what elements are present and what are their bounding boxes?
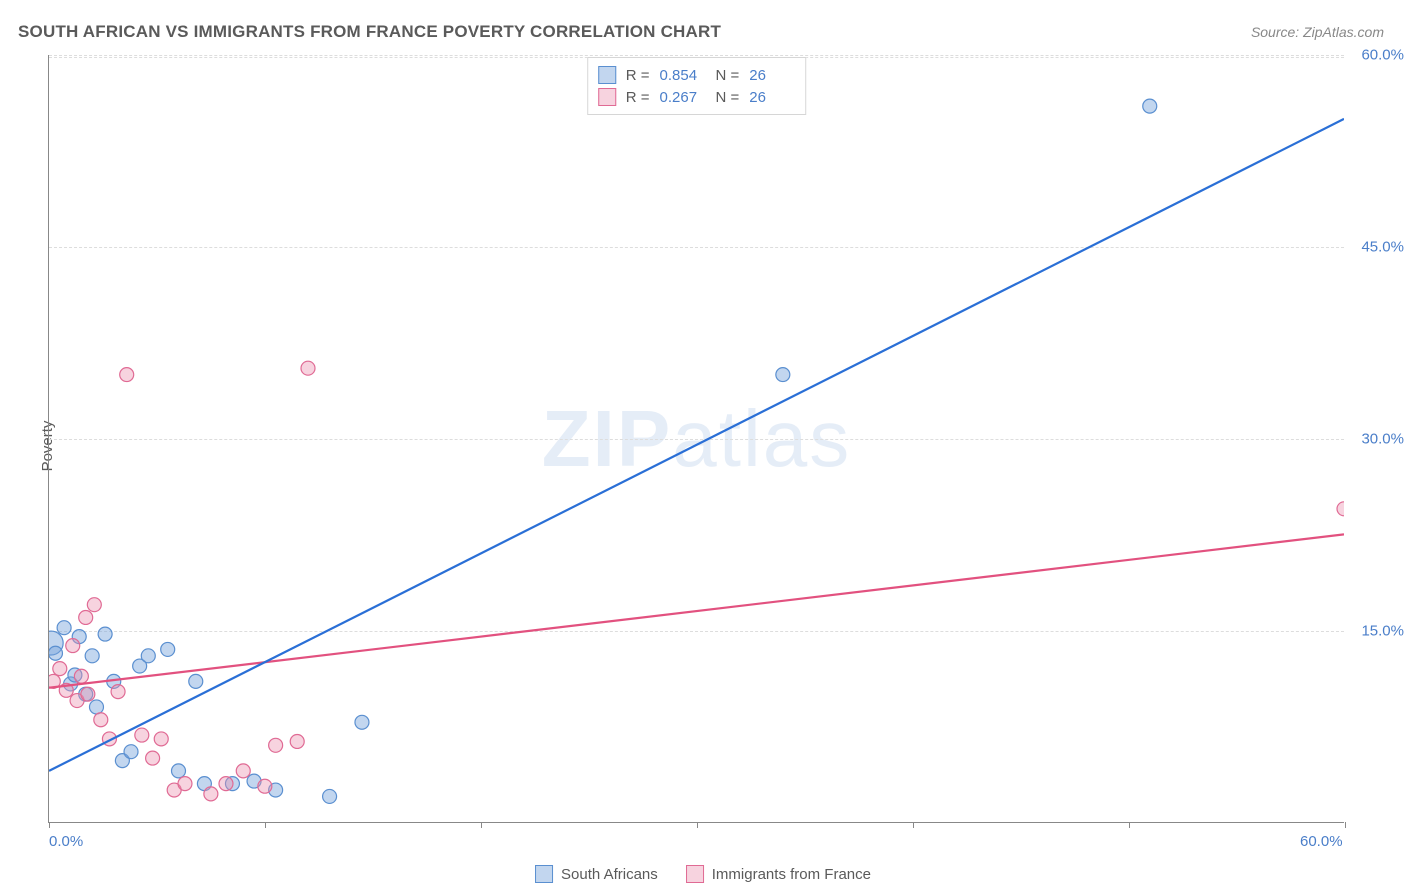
data-point [225, 777, 239, 791]
data-point [204, 787, 218, 801]
legend-r-label: R = [626, 67, 650, 84]
data-point [81, 687, 95, 701]
grid-line [49, 247, 1344, 248]
data-point [49, 674, 60, 688]
x-tick [265, 822, 266, 828]
legend-n-value: 26 [749, 67, 795, 84]
data-point [1143, 99, 1157, 113]
data-point [98, 627, 112, 641]
data-point [290, 734, 304, 748]
data-point [89, 700, 103, 714]
data-point [189, 674, 203, 688]
data-point [70, 694, 84, 708]
y-tick-label: 15.0% [1349, 623, 1404, 640]
legend-swatch [598, 66, 616, 84]
data-point [79, 610, 93, 624]
data-point [64, 677, 78, 691]
legend-r-value: 0.854 [660, 67, 706, 84]
data-point [53, 662, 67, 676]
data-point [197, 777, 211, 791]
legend-r-label: R = [626, 89, 650, 106]
x-tick [697, 822, 698, 828]
data-point [66, 639, 80, 653]
data-point [161, 642, 175, 656]
x-tick [49, 822, 50, 828]
legend-row: R = 0.267 N = 26 [598, 86, 796, 108]
data-point [57, 621, 71, 635]
data-point [172, 764, 186, 778]
series-legend: South Africans Immigrants from France [535, 865, 871, 883]
data-point [133, 659, 147, 673]
y-tick-label: 45.0% [1349, 239, 1404, 256]
data-point [111, 685, 125, 699]
data-point [120, 368, 134, 382]
y-tick-label: 30.0% [1349, 431, 1404, 448]
data-point [87, 598, 101, 612]
data-point [776, 368, 790, 382]
grid-line [49, 55, 1344, 56]
data-point [102, 732, 116, 746]
grid-line [49, 439, 1344, 440]
data-point [258, 779, 272, 793]
data-point [301, 361, 315, 375]
legend-n-label: N = [716, 67, 740, 84]
data-point [247, 774, 261, 788]
data-point [107, 674, 121, 688]
data-point [74, 669, 88, 683]
legend-swatch [598, 88, 616, 106]
correlation-legend: R = 0.854 N = 26 R = 0.267 N = 26 [587, 57, 807, 115]
data-point [167, 783, 181, 797]
data-point [1337, 502, 1344, 516]
x-tick [1345, 822, 1346, 828]
legend-n-label: N = [716, 89, 740, 106]
data-point [49, 646, 62, 660]
plot-area: ZIPatlas 15.0%30.0%45.0%60.0%0.0%60.0% R… [48, 55, 1344, 823]
data-point [135, 728, 149, 742]
legend-r-value: 0.267 [660, 89, 706, 106]
data-point [355, 715, 369, 729]
x-tick [1129, 822, 1130, 828]
x-tick [913, 822, 914, 828]
trend-line [49, 534, 1344, 687]
data-point [178, 777, 192, 791]
data-point [146, 751, 160, 765]
data-point [124, 745, 138, 759]
data-point [79, 687, 93, 701]
legend-row: R = 0.854 N = 26 [598, 64, 796, 86]
legend-label: South Africans [561, 866, 658, 883]
data-point [94, 713, 108, 727]
y-tick-label: 60.0% [1349, 47, 1404, 64]
source-attribution: Source: ZipAtlas.com [1251, 24, 1384, 40]
grid-line [49, 631, 1344, 632]
data-point [236, 764, 250, 778]
x-tick-label: 0.0% [49, 833, 83, 850]
legend-n-value: 26 [749, 89, 795, 106]
data-point [59, 683, 73, 697]
legend-label: Immigrants from France [712, 866, 871, 883]
chart-title: SOUTH AFRICAN VS IMMIGRANTS FROM FRANCE … [18, 22, 721, 42]
trend-line [49, 119, 1344, 771]
data-point [49, 631, 63, 655]
legend-swatch [535, 865, 553, 883]
data-point [219, 777, 233, 791]
x-tick-label: 60.0% [1300, 833, 1343, 850]
data-point [115, 754, 129, 768]
legend-swatch [686, 865, 704, 883]
x-tick [481, 822, 482, 828]
data-point [141, 649, 155, 663]
data-point [85, 649, 99, 663]
legend-item: Immigrants from France [686, 865, 871, 883]
legend-item: South Africans [535, 865, 658, 883]
data-point [323, 789, 337, 803]
data-point [269, 783, 283, 797]
data-point [269, 738, 283, 752]
data-point [68, 668, 82, 682]
data-point [154, 732, 168, 746]
